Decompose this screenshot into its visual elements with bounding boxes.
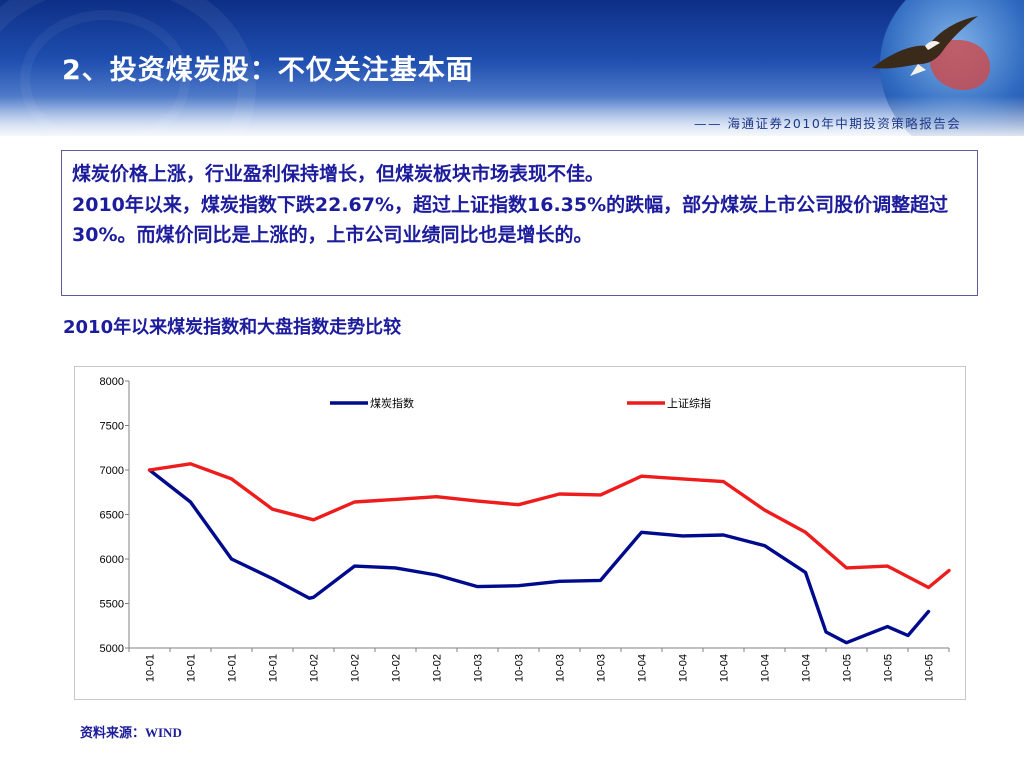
legend-label: 煤炭指数 xyxy=(370,396,414,410)
x-tick-label: 10-01 xyxy=(227,654,239,682)
x-tick-label: 10-04 xyxy=(719,654,731,682)
x-tick-label: 10-04 xyxy=(801,654,813,682)
legend-label: 上证综指 xyxy=(667,396,711,410)
x-tick-label: 10-05 xyxy=(883,654,895,682)
header-banner: 2、投资煤炭股：不仅关注基本面 —— 海通证券2010年中期投资策略报告会 xyxy=(0,0,1024,136)
slide-title: 2、投资煤炭股：不仅关注基本面 xyxy=(62,55,474,86)
chart-container: 5000 5500 6000 6500 7000 7500 8000 10-01 10-01 10… xyxy=(74,366,966,700)
x-tick-label: 10-03 xyxy=(596,654,608,682)
summary-line-1: 煤炭价格上涨，行业盈利保持增长，但煤炭板块市场表现不佳。 xyxy=(72,163,605,185)
eagle-image xyxy=(872,16,978,76)
y-tick-label: 6500 xyxy=(100,510,124,522)
y-tick-label: 5000 xyxy=(100,643,124,655)
x-tick-label: 10-02 xyxy=(350,654,362,682)
y-tick-label: 8000 xyxy=(100,376,124,388)
x-tick-label: 10-02 xyxy=(391,654,403,682)
banner-glow xyxy=(0,96,1024,136)
source-note: 资料来源：WIND xyxy=(80,725,182,740)
y-tick-label: 7500 xyxy=(100,421,124,433)
banner-decoration xyxy=(20,10,190,136)
x-tick-label: 10-02 xyxy=(432,654,444,682)
x-tick-label: 10-01 xyxy=(186,654,198,682)
y-tick-label: 5500 xyxy=(100,599,124,611)
x-tick-label: 10-02 xyxy=(309,654,321,682)
series-line-coal-index xyxy=(147,468,931,645)
report-subtitle: —— 海通证券2010年中期投资策略报告会 xyxy=(694,116,962,131)
chart-caption: 2010年以来煤炭指数和大盘指数走势比较 xyxy=(63,317,402,338)
x-tick-label: 10-03 xyxy=(555,654,567,682)
series-line-shanghai-composite xyxy=(147,462,951,590)
x-tick-label: 10-05 xyxy=(924,654,936,682)
y-tick-label: 7000 xyxy=(100,465,124,477)
x-tick-label: 10-01 xyxy=(145,654,157,682)
x-tick-label: 10-01 xyxy=(268,654,280,682)
summary-textbox: 煤炭价格上涨，行业盈利保持增长，但煤炭板块市场表现不佳。 2010年以来，煤炭指… xyxy=(61,150,978,296)
x-tick-label: 10-04 xyxy=(760,654,772,682)
x-tick-label: 10-03 xyxy=(473,654,485,682)
x-tick-label: 10-05 xyxy=(842,654,854,682)
x-tick-label: 10-04 xyxy=(678,654,690,682)
x-tick-label: 10-03 xyxy=(514,654,526,682)
summary-line-2: 2010年以来，煤炭指数下跌22.67%，超过上证指数16.35%的跌幅，部分煤… xyxy=(72,193,949,247)
line-chart: 5000 5500 6000 6500 7000 7500 8000 10-01 10-01 10… xyxy=(100,376,951,682)
x-tick-label: 10-04 xyxy=(637,654,649,682)
y-tick-label: 6000 xyxy=(100,554,124,566)
